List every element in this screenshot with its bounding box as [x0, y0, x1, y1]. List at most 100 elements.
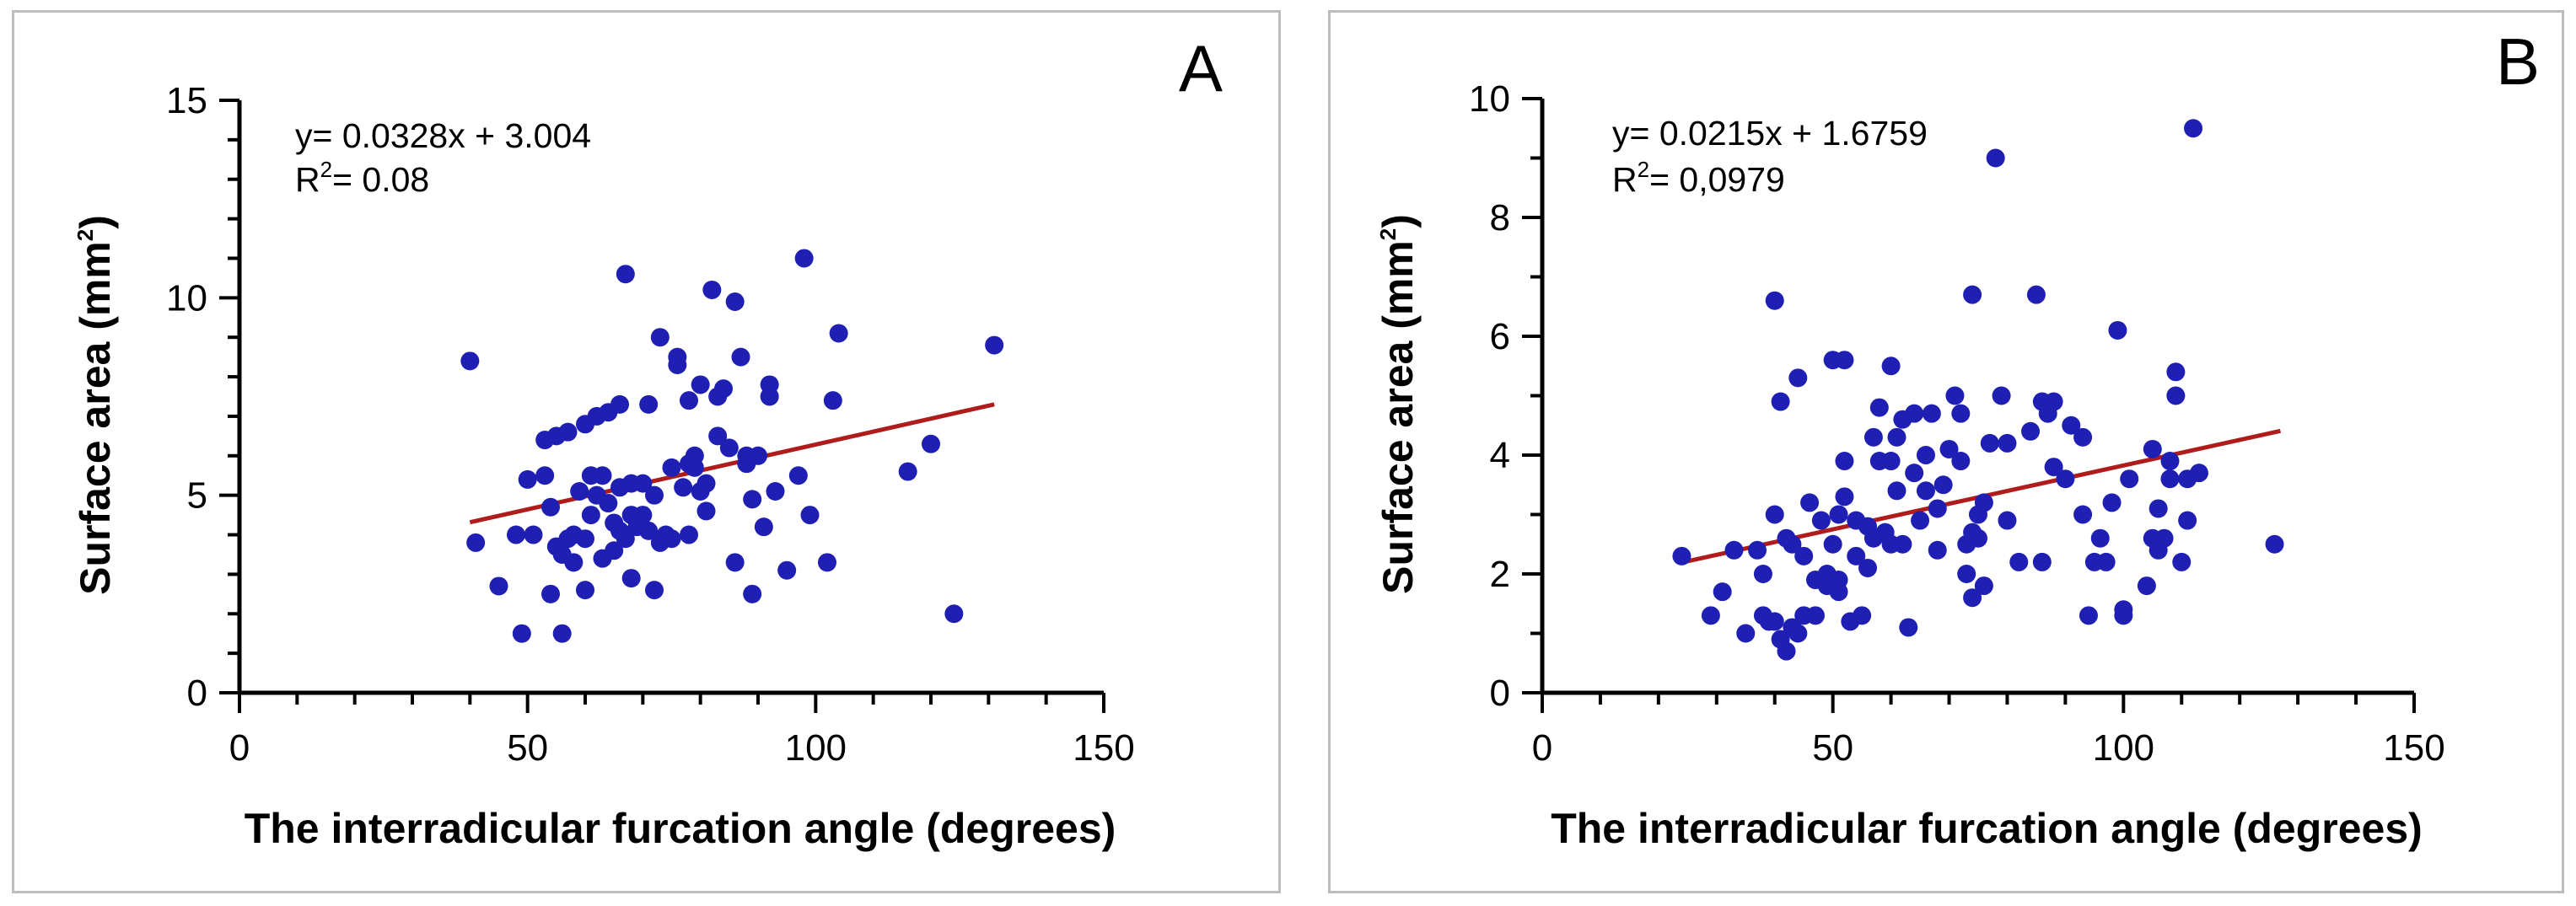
chart-a-x-tick-label: 100 [785, 727, 847, 769]
chart-b-data-point [1805, 606, 1825, 625]
chart-b-data-point [1963, 285, 1982, 304]
chart-a-data-point [898, 462, 917, 481]
chart-b-data-point [2079, 606, 2098, 625]
chart-b-data-point [2096, 552, 2116, 571]
chart-b-y-tick-label: 2 [1490, 554, 1510, 595]
chart-b-data-point [1736, 624, 1756, 643]
chart-b-y-axis-title: Surface area (mm2) [1374, 214, 1422, 594]
chart-b-data-point [2073, 427, 2093, 447]
chart-a-data-point [662, 458, 681, 477]
chart-b-data-point [2120, 469, 2139, 489]
chart-a-data-point [564, 553, 583, 572]
chart-a-data-point [944, 604, 964, 624]
chart-b-data-point [1963, 588, 1982, 608]
chart-a-data-point [794, 249, 814, 268]
chart-a-data-point [680, 391, 698, 410]
chart-b-data-point [2143, 439, 2162, 458]
chart-b-y-tick-label: 6 [1490, 316, 1510, 357]
chart-b-data-point [1800, 493, 1820, 512]
chart-b-data-point [1980, 433, 1999, 453]
chart-b-data-point [1945, 386, 1965, 405]
chart-b-data-point [1724, 540, 1744, 560]
chart-a-y-tick-label: 10 [166, 277, 207, 319]
chart-a-data-point [696, 474, 716, 493]
chart-b-y-tick-label: 4 [1490, 435, 1510, 476]
chart-a-data-point [466, 533, 486, 552]
chart-b-data-point [1887, 427, 1906, 447]
chart-b-data-point [1748, 540, 1767, 560]
chart-a-x-tick-label: 150 [1073, 727, 1134, 769]
chart-a-data-point [719, 438, 739, 458]
chart-b-data-point [1951, 404, 1971, 423]
chart-b-data-point [2021, 421, 2041, 441]
panel-a [12, 10, 1281, 893]
chart-b-data-point [1905, 464, 1924, 483]
chart-a-data-point [489, 576, 508, 596]
chart-b-data-point [2148, 499, 2168, 518]
chart-b-data-point [1672, 546, 1691, 566]
chart-a-data-point [674, 478, 693, 497]
chart-a-x-tick-label: 50 [507, 727, 548, 769]
chart-b-data-point [1835, 452, 1854, 471]
chart-b-data-point [1794, 546, 1814, 566]
chart-b-data-point [1905, 404, 1924, 423]
chart-a-data-point [633, 506, 653, 525]
chart-b-data-point [1765, 612, 1784, 631]
chart-b-data-point [1986, 148, 2005, 168]
chart-b-data-point [1916, 481, 1935, 501]
chart-a-data-point [743, 490, 762, 509]
chart-a-data-point [650, 328, 670, 347]
chart-a-data-point [725, 553, 745, 572]
chart-b-data-point [2062, 415, 2081, 435]
chart-a-equation: y= 0.0328x + 3.004 [295, 116, 591, 155]
chart-b-data-point [2137, 576, 2156, 596]
chart-b-data-point [2108, 320, 2127, 340]
chart-b-data-point [2178, 511, 2197, 530]
chart-b-data-point [1957, 565, 1976, 583]
chart-a-data-point [593, 466, 612, 485]
chart-b-data-point [1974, 576, 1993, 596]
chart-b-data-point [2102, 493, 2122, 512]
chart-a-data-point [985, 335, 1004, 355]
chart-a-data-point [691, 375, 710, 394]
chart-b-data-point [1881, 452, 1901, 471]
chart-a-data-point [639, 521, 659, 540]
chart-a-data-point [800, 506, 820, 525]
chart-a-data-point [645, 485, 664, 505]
chart-b-data-point [1811, 511, 1831, 530]
chart-a-data-point [714, 379, 733, 399]
chart-b-data-point [1713, 582, 1732, 602]
chart-b-data-point [2172, 552, 2191, 571]
chart-a-data-point [518, 469, 537, 489]
chart-b-data-point [2009, 552, 2029, 571]
chart-b-data-point [1916, 446, 1935, 464]
chart-b-data-point [2026, 285, 2046, 304]
chart-b-data-point [1951, 452, 1971, 471]
chart-b-data-point [1783, 534, 1802, 554]
chart-a-y-tick-label: 15 [166, 80, 207, 121]
chart-a-data-point [639, 394, 659, 414]
chart-b-x-tick-label: 150 [2383, 727, 2444, 769]
chart-b-data-point [1788, 624, 1808, 643]
chart-a-data-point [541, 584, 560, 603]
chart-a-data-point [558, 422, 578, 442]
chart-a-data-point [766, 481, 785, 501]
chart-a-data-point [662, 529, 681, 549]
chart-b-data-point [1835, 351, 1854, 370]
chart-b-data-point [1974, 493, 1993, 512]
chart-a-data-point [535, 466, 555, 485]
chart-b-y-tick-label: 10 [1469, 78, 1510, 120]
chart-a-y-tick-label: 5 [187, 475, 207, 517]
chart-a-data-point [616, 529, 635, 549]
chart-a-data-point [610, 394, 629, 414]
chart-b-data-point [1829, 571, 1848, 590]
chart-a-panel-letter: A [1179, 31, 1223, 105]
chart-a-r-squared: R2= 0.08 [295, 157, 429, 199]
chart-b-data-point [1992, 386, 2011, 405]
chart-b-data-point [1939, 439, 1959, 458]
chart-b-x-tick-label: 100 [2093, 727, 2154, 769]
chart-b-data-point [1863, 427, 1883, 447]
chart-a-data-point [788, 466, 808, 485]
